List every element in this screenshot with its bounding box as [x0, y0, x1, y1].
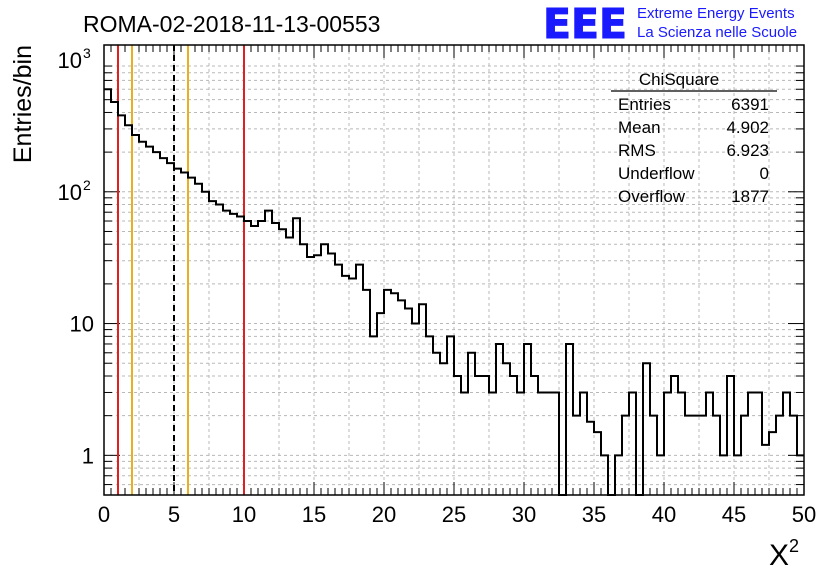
x-axis-label-superscript: 2: [789, 536, 799, 556]
x-tick-label: 10: [232, 502, 256, 527]
grid: [104, 45, 804, 495]
y-tick-label: 1: [82, 443, 94, 468]
x-tick-label: 30: [512, 502, 536, 527]
stats-box: ChiSquare Entries 6391 Mean 4.902 RMS 6.923 Un…: [611, 70, 777, 206]
y-tick-label: 10: [58, 48, 82, 73]
y-tick-label-exponent: 3: [83, 45, 91, 61]
x-axis-label-text: X: [769, 539, 789, 572]
stats-row-label: Mean: [618, 118, 661, 137]
stats-row-label: Overflow: [618, 187, 686, 206]
x-tick-labels: 0 5 10 15 20 25 30 35 40 45 50: [98, 502, 816, 527]
y-tick-label: 10: [70, 312, 94, 337]
x-tick-label: 50: [792, 502, 816, 527]
logo-line-2: La Scienza nelle Scuole: [637, 24, 797, 41]
y-tick-label-exponent: 2: [83, 177, 91, 193]
x-tick-label: 35: [582, 502, 606, 527]
chart-title: ROMA-02-2018-11-13-00553: [83, 11, 380, 37]
y-tick-label: 10: [58, 180, 82, 205]
histogram-series: [104, 88, 804, 496]
stats-row-value: 1877: [731, 187, 769, 206]
stats-rows: Entries 6391 Mean 4.902 RMS 6.923 Underflow 0 Ov…: [618, 95, 769, 206]
y-axis-label: Entries/bin: [9, 45, 37, 163]
x-axis-label: X 2: [769, 536, 799, 572]
reference-lines: [117, 45, 245, 495]
eee-logo: EEE Extreme Energy Events La Scienza nel…: [543, 0, 798, 49]
stats-row-value: 6.923: [726, 141, 769, 160]
stats-row-value: 4.902: [726, 118, 769, 137]
x-tick-label: 0: [98, 502, 110, 527]
stats-title: ChiSquare: [639, 70, 719, 89]
logo-line-1: Extreme Energy Events: [637, 5, 795, 22]
plot-frame: [103, 44, 805, 496]
x-tick-label: 5: [168, 502, 180, 527]
x-tick-label: 25: [442, 502, 466, 527]
stats-row-value: 0: [760, 164, 769, 183]
axis-ticks: [103, 45, 805, 495]
stats-row-label: RMS: [618, 141, 656, 160]
x-tick-label: 45: [722, 502, 746, 527]
stats-row-label: Underflow: [618, 164, 695, 183]
logo-mark: EEE: [543, 0, 627, 48]
stats-row-value: 6391: [731, 95, 769, 114]
x-tick-label: 15: [302, 502, 326, 527]
stats-row-label: Entries: [618, 95, 671, 114]
x-tick-label: 40: [652, 502, 676, 527]
x-tick-label: 20: [372, 502, 396, 527]
